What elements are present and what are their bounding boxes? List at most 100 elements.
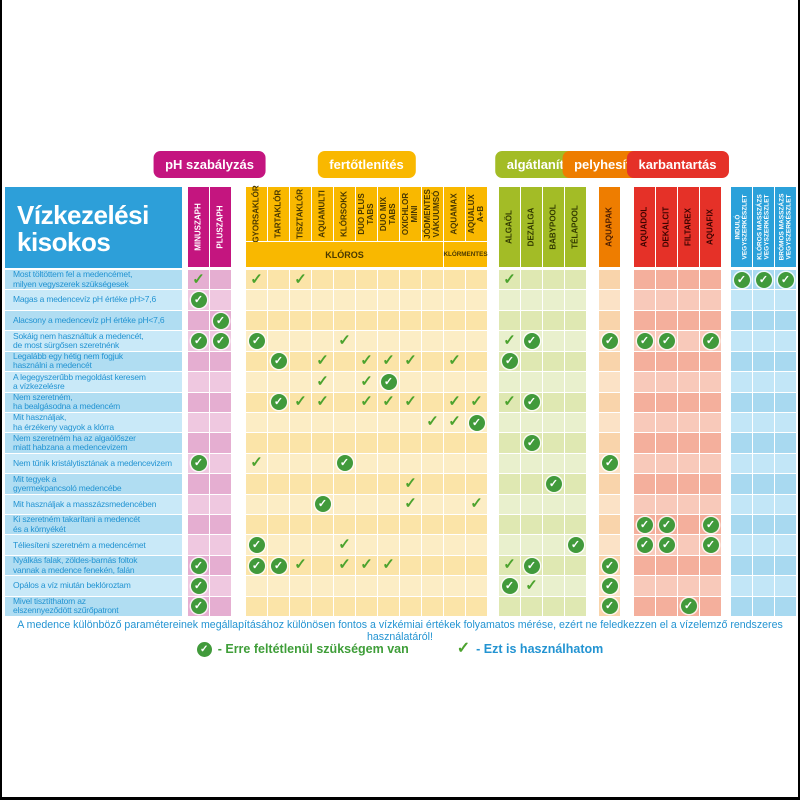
grid-cell (356, 433, 377, 453)
grid-cell (290, 494, 311, 515)
grid-cell (378, 433, 399, 453)
grid-cell (268, 412, 289, 433)
grid-cell (599, 535, 620, 555)
column-header-duoplus: DUO PLUS TABS (356, 187, 377, 241)
grid-cell (188, 392, 209, 412)
grid-cell (543, 494, 564, 515)
grid-cell (466, 433, 487, 453)
grid-cell (290, 515, 311, 535)
grid-cell (678, 555, 699, 576)
grid-cell (210, 453, 231, 474)
grid-cell (246, 596, 267, 617)
grid-cell (599, 412, 620, 433)
check-icon: ✓ (404, 352, 417, 370)
grid-cell (444, 433, 465, 453)
grid-cell (700, 433, 721, 453)
grid-cell (499, 535, 520, 555)
grid-cell (634, 453, 655, 474)
grid-cell (444, 453, 465, 474)
grid-cell (753, 474, 774, 494)
column-label-duomix: DUO MIX TABS (378, 196, 397, 232)
check-circle-icon: ✓ (314, 496, 331, 513)
grid-cell (731, 555, 752, 576)
check-icon: ✓ (360, 352, 373, 370)
grid-cell (290, 372, 311, 392)
grid-cell (422, 310, 443, 331)
grid-cell (634, 392, 655, 412)
grid-cell (565, 515, 586, 535)
grid-cell (378, 474, 399, 494)
check-icon: ✓ (294, 393, 307, 411)
grid-cell (356, 474, 377, 494)
grid-cell (246, 412, 267, 433)
grid-cell (775, 535, 796, 555)
grid-cell (334, 331, 355, 351)
grid-cell (753, 372, 774, 392)
grid-cell (775, 453, 796, 474)
grid-cell (290, 290, 311, 310)
row-label: Most töltöttem fel a medencémet, milyen … (5, 270, 182, 290)
grid-cell (499, 290, 520, 310)
sub-band-klóros: KLÓROS (246, 242, 443, 267)
footer-note: A medence különböző paramétereinek megál… (17, 619, 783, 643)
grid-cell (210, 270, 231, 290)
grid-cell (422, 433, 443, 453)
check-circle-icon: ✓ (501, 353, 518, 370)
grid-cell (378, 392, 399, 412)
grid-cell (700, 596, 721, 617)
check-circle-icon: ✓ (190, 332, 207, 349)
grid-cell (422, 515, 443, 535)
grid-cell (378, 331, 399, 351)
grid-cell (700, 351, 721, 372)
grid-cell (543, 555, 564, 576)
check-circle-icon: ✓ (658, 537, 675, 554)
column-header-dekalcit: DEKALCIT (656, 187, 677, 267)
grid-cell (356, 515, 377, 535)
column-label-gyorsaklor: GYORSAKLÓR (251, 185, 261, 243)
check-circle-icon: ✓ (545, 475, 562, 492)
check-circle-icon: ✓ (248, 537, 265, 554)
grid-cell (334, 535, 355, 555)
grid-cell (400, 270, 421, 290)
check-circle-icon: ✓ (601, 598, 618, 615)
row-label: Magas a medencevíz pH értéke pH>7,6 (5, 290, 182, 310)
check-icon: ✓ (250, 454, 263, 472)
column-label-aquapak: AQUAPAK (604, 207, 614, 247)
grid-cell (378, 412, 399, 433)
grid-cell (444, 290, 465, 310)
grid-cell (400, 494, 421, 515)
grid-cell (356, 412, 377, 433)
grid-cell (334, 596, 355, 617)
grid-cell (499, 453, 520, 474)
grid-cell (499, 494, 520, 515)
grid-cell (246, 351, 267, 372)
grid-cell (466, 392, 487, 412)
grid-cell (378, 596, 399, 617)
row-label: Nem tűnik kristálytisztának a medenceviz… (5, 453, 182, 474)
grid-cell (565, 270, 586, 290)
grid-cell (400, 433, 421, 453)
grid-cell (290, 351, 311, 372)
grid-cell (444, 412, 465, 433)
grid-cell (334, 433, 355, 453)
grid-cell (731, 515, 752, 535)
check-icon: ✓ (448, 393, 461, 411)
grid-cell (268, 372, 289, 392)
grid-cell (700, 412, 721, 433)
check-circle-icon: ✓ (523, 394, 540, 411)
grid-cell (521, 270, 542, 290)
grid-cell (400, 515, 421, 535)
check-circle-icon: ✓ (270, 353, 287, 370)
grid-cell (356, 494, 377, 515)
grid-cell (634, 474, 655, 494)
grid-cell (565, 290, 586, 310)
grid-cell (499, 331, 520, 351)
grid-cell (700, 576, 721, 596)
column-header-filtarex: FILTAREX (678, 187, 699, 267)
grid-cell (312, 372, 333, 392)
grid-cell (731, 535, 752, 555)
check-circle-icon: ✓ (523, 435, 540, 452)
grid-cell (444, 331, 465, 351)
grid-cell (400, 596, 421, 617)
grid-cell (634, 576, 655, 596)
